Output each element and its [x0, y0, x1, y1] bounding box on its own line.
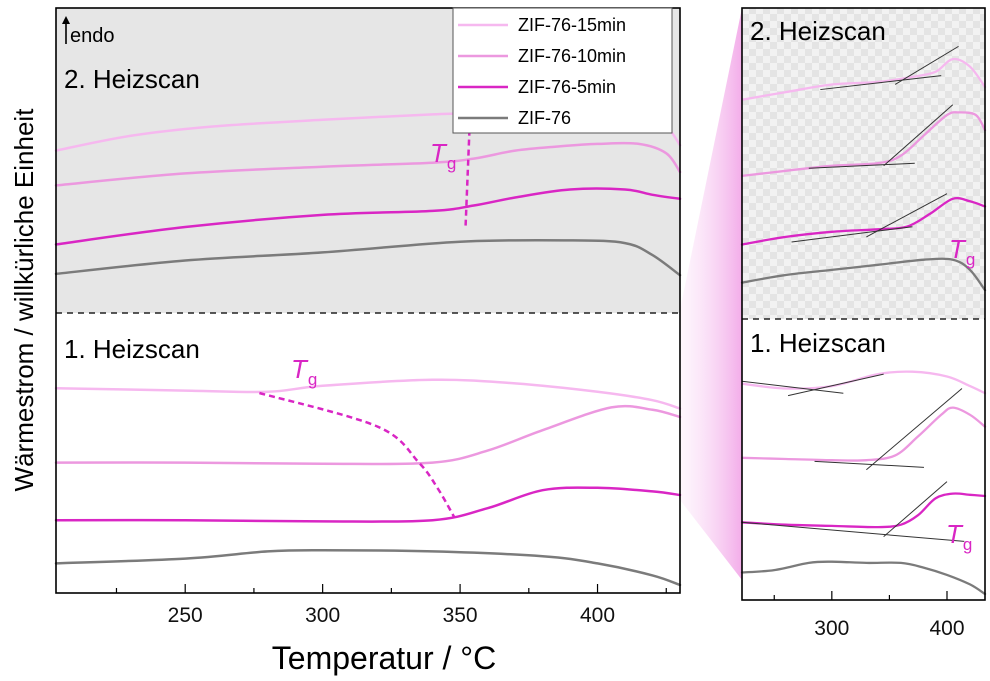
legend-box [452, 7, 673, 134]
inset-tangent-line [808, 162, 915, 169]
inset-scan-label-2: 2. Heizscan [750, 16, 886, 46]
main-scan-label-1: 1. Heizscan [64, 334, 200, 364]
main-series-zif-76 [54, 548, 682, 587]
endo-indicator: endo [62, 16, 115, 47]
main-series-zif-76 [54, 238, 682, 277]
inset-x-tick-label: 400 [929, 617, 964, 640]
inset-tangent-line [820, 75, 942, 91]
legend: ZIF-76-15min ZIF-76-10min ZIF-76-5min ZIF-7… [452, 7, 673, 134]
inset-tangent-line [814, 460, 924, 468]
main-x-tick-label: 300 [305, 604, 340, 627]
main-series-zif-76-5min [54, 486, 682, 523]
legend-label-zif-76-5min: ZIF-76-5min [518, 77, 616, 97]
main-bottom-background [56, 313, 680, 593]
inset-series-zif-76 [740, 560, 987, 596]
inset-tangent-line [883, 104, 954, 167]
main-tg-dashed-line [464, 88, 473, 226]
inset-tangent-line [741, 380, 844, 394]
main-scan-label-2: 2. Heizscan [64, 64, 200, 94]
main-x-tick-label: 250 [168, 604, 203, 627]
main-series-zif-76-5min [54, 187, 682, 246]
inset-series-zif-76 [740, 257, 987, 292]
endo-label: endo [70, 25, 115, 47]
main-series-zif-76-10min [54, 141, 682, 187]
y-axis-label: Wärmestrom / willkürliche Einheit [9, 108, 39, 492]
inset-series-zif-76-15min [740, 57, 987, 101]
zoom-connector [680, 8, 742, 580]
x-axis-label: Temperatur / °C [272, 640, 496, 676]
inset-tangent-line [791, 226, 913, 243]
main-x-tick-label: 400 [580, 604, 615, 627]
inset-tangent-line [894, 45, 959, 85]
main-x-tick-label: 350 [443, 604, 478, 627]
main-x-axis: 250 300 350 400 [115, 584, 667, 627]
main-plot-frame [55, 7, 681, 594]
inset-panel-heizscan-1 [740, 370, 987, 596]
endo-arrow-head-icon [62, 16, 70, 24]
inset-tangent-line [866, 193, 948, 238]
main-tg-dashed-line [259, 391, 456, 519]
legend-label-zif-76-10min: ZIF-76-10min [518, 46, 626, 66]
inset-series-zif-76-5min [740, 492, 987, 529]
inset-x-tick-label: 300 [814, 617, 849, 640]
legend-label-zif-76: ZIF-76 [518, 108, 571, 128]
inset-plot-content [740, 45, 987, 596]
main-panel-heizscan-1 [54, 378, 682, 587]
legend-label-zif-76-15min: ZIF-76-15min [518, 15, 626, 35]
inset-series-zif-76-10min [740, 111, 987, 178]
inset-series-zif-76-15min [740, 370, 987, 395]
inset-panel-heizscan-2 [740, 45, 987, 292]
inset-scan-label-1: 1. Heizscan [750, 328, 886, 358]
inset-series-zif-76-10min [740, 406, 987, 462]
inset-plot-frame [741, 7, 986, 601]
inset-tangent-line [741, 521, 965, 542]
inset-tangent-line [866, 388, 963, 471]
inset-x-axis: 300 400 [773, 591, 965, 640]
inset-series-zif-76-5min [740, 196, 987, 246]
inset-tangent-line [787, 373, 884, 397]
inset-tangent-line [883, 481, 948, 538]
main-series-zif-76-10min [54, 404, 682, 466]
tg-label: Tg [946, 519, 972, 554]
main-series-zif-76-15min [54, 378, 682, 410]
